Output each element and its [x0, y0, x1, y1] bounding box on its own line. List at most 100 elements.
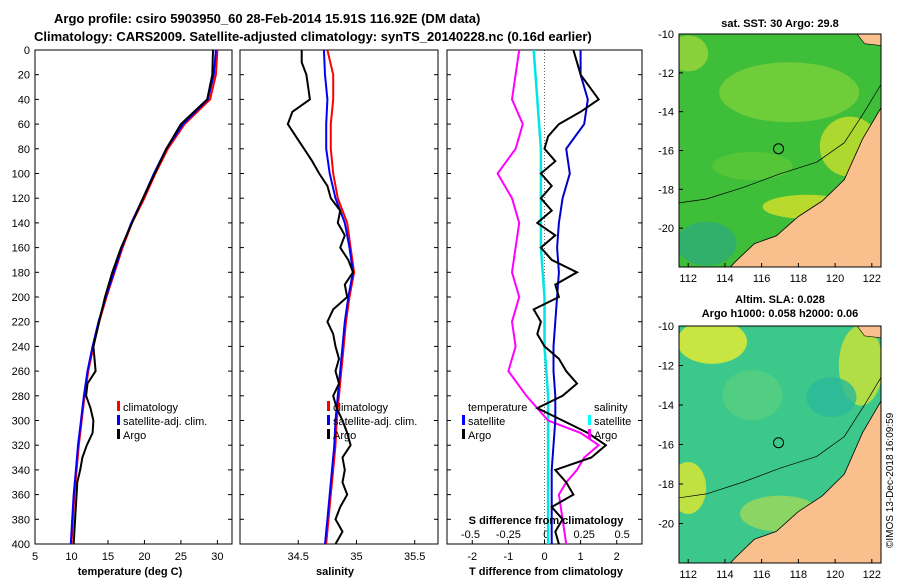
depth-tick-label: 120 — [12, 193, 30, 205]
depth-tick-label: 160 — [12, 243, 30, 255]
legend-label-temperature: temperature — [468, 402, 527, 414]
depth-tick-label: 80 — [18, 144, 30, 156]
x-tick-label: 2 — [614, 551, 620, 563]
x-tick-label: 30 — [211, 551, 223, 563]
legend-swatch-argo — [327, 429, 330, 439]
series-line-s-argo — [532, 50, 608, 544]
x-tick-label: 35 — [350, 551, 362, 563]
legend-label-satellite-adj: satellite-adj. clim. — [333, 416, 417, 428]
map-field — [679, 34, 881, 267]
legend-swatch-s-satellite — [588, 415, 591, 425]
legend-label-salinity: salinity — [594, 402, 628, 414]
map-field-patch — [679, 461, 707, 514]
s-tick-label: -0.25 — [496, 529, 521, 541]
depth-tick-label: 240 — [12, 341, 30, 353]
legend-label-climatology: climatology — [333, 402, 389, 414]
legend-label-s-argo: Argo — [594, 430, 617, 442]
map-field-patch — [679, 326, 748, 364]
map-y-tick-label: -18 — [658, 184, 674, 196]
depth-tick-label: 380 — [12, 514, 30, 526]
legend-label-satellite-adj: satellite-adj. clim. — [123, 416, 207, 428]
map-x-tick-label: 120 — [826, 273, 844, 285]
salinity-xlabel: salinity — [316, 566, 355, 578]
map-x-tick-label: 122 — [863, 273, 881, 285]
depth-tick-label: 140 — [12, 218, 30, 230]
difference-xlabel: T difference from climatology — [469, 566, 624, 578]
map-y-tick-label: -16 — [658, 146, 674, 158]
x-tick-label: 15 — [102, 551, 114, 563]
legend-swatch-climatology — [117, 401, 120, 411]
map-y-tick-label: -10 — [658, 321, 674, 333]
series-group — [496, 50, 608, 544]
s-tick-label: 0.25 — [574, 529, 595, 541]
isobath-line — [679, 84, 881, 204]
map-x-tick-label: 120 — [826, 569, 844, 580]
legend-label-argo: Argo — [333, 430, 356, 442]
depth-tick-label: 280 — [12, 391, 30, 403]
map-x-tick-label: 116 — [753, 569, 771, 580]
sst-map-title: sat. SST: 30 Argo: 29.8 — [721, 18, 839, 30]
legend-swatch-s-argo — [588, 429, 591, 439]
depth-tick-label: 200 — [12, 292, 30, 304]
salinity-panel: 34.5 35 35.5 — [286, 50, 425, 563]
map-x-tick-label: 112 — [679, 569, 697, 580]
temperature-axes-frame — [34, 49, 233, 545]
depth-tick-label: 320 — [12, 440, 30, 452]
legend-label-argo: Argo — [123, 430, 146, 442]
legend-label-s-satellite: satellite — [594, 416, 631, 428]
series-line-climatology — [325, 50, 356, 544]
depth-tick-label: 0 — [24, 45, 30, 57]
legend-swatch-climatology — [327, 401, 330, 411]
map-x-tick-label: 116 — [753, 273, 771, 285]
legend-swatch-satellite-adj — [327, 415, 330, 425]
series-line-argo — [286, 50, 355, 544]
figure-title-line2: Climatology: CARS2009. Satellite-adjuste… — [34, 29, 592, 44]
depth-tick-label: 60 — [18, 119, 30, 131]
depth-tick-label: 40 — [18, 94, 30, 106]
figure-title-line1: Argo profile: csiro 5903950_60 28-Feb-20… — [54, 11, 480, 26]
legend-swatch-t-satellite — [462, 415, 465, 425]
map-y-tick-label: -10 — [658, 29, 674, 41]
x-tick-label: 10 — [65, 551, 77, 563]
salinity-axes-frame — [239, 49, 439, 545]
temperature-panel: 5 10 15 20 25 30 — [32, 50, 224, 563]
map-x-tick-label: 114 — [716, 569, 734, 580]
x-tick-label: -1 — [503, 551, 513, 563]
map-x-tick-label: 112 — [679, 273, 697, 285]
x-tick-label: 25 — [175, 551, 187, 563]
map-field-patch — [722, 370, 783, 421]
temperature-legend: climatology satellite-adj. clim. Argo — [117, 401, 207, 442]
depth-tick-label: 100 — [12, 169, 30, 181]
map-field-patch — [679, 35, 709, 72]
legend-swatch-satellite-adj — [117, 415, 120, 425]
argo-position-marker — [773, 143, 785, 155]
difference-panel: -2 -1 0 1 2 -0.5 -0.25 0 0.25 0.5 — [461, 50, 630, 563]
s-tick-label: 0 — [543, 529, 549, 541]
series-line-satellite-adj-clim- — [322, 50, 355, 544]
map-y-tick-label: -20 — [658, 519, 674, 531]
map-y-tick-label: -16 — [658, 440, 674, 452]
x-tick-label: 1 — [578, 551, 584, 563]
depth-tick-label: 260 — [12, 366, 30, 378]
sla-map-subtitle: Argo h1000: 0.058 h2000: 0.06 — [702, 308, 859, 320]
x-tick-label: 0 — [541, 551, 547, 563]
temperature-xlabel: temperature (deg C) — [78, 566, 183, 578]
series-group — [286, 50, 356, 544]
map-y-tick-label: -14 — [658, 107, 674, 119]
map-x-tick-label: 114 — [716, 273, 734, 285]
depth-tick-label: 220 — [12, 317, 30, 329]
argo-position-marker — [773, 437, 785, 449]
sst-map-frame — [678, 33, 882, 268]
series-group — [69, 50, 219, 544]
x-tick-label: 34.5 — [288, 551, 309, 563]
island-polygon — [856, 326, 881, 339]
depth-tick-label: 400 — [12, 539, 30, 551]
x-tick-label: 20 — [138, 551, 150, 563]
map-y-tick-label: -18 — [658, 479, 674, 491]
map-y-tick-label: -12 — [658, 68, 674, 80]
map-y-tick-label: -12 — [658, 361, 674, 373]
series-line-satellite-adj-clim- — [69, 50, 217, 544]
sla-map-frame — [678, 325, 882, 564]
credit-text: ©IMOS 13-Dec-2018 16:09:59 — [885, 412, 896, 548]
